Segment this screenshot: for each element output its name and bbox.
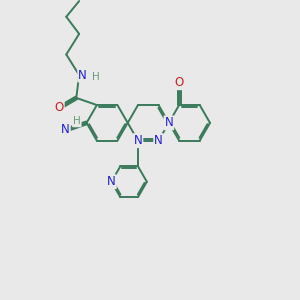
Text: N: N bbox=[61, 123, 70, 136]
Text: N: N bbox=[78, 68, 87, 82]
Text: H: H bbox=[73, 116, 81, 126]
Text: H: H bbox=[92, 72, 100, 82]
Text: N: N bbox=[107, 175, 116, 188]
Text: N: N bbox=[134, 134, 142, 147]
Text: O: O bbox=[175, 76, 184, 89]
Text: O: O bbox=[55, 101, 64, 114]
Text: N: N bbox=[164, 116, 173, 129]
Text: N: N bbox=[154, 134, 163, 147]
